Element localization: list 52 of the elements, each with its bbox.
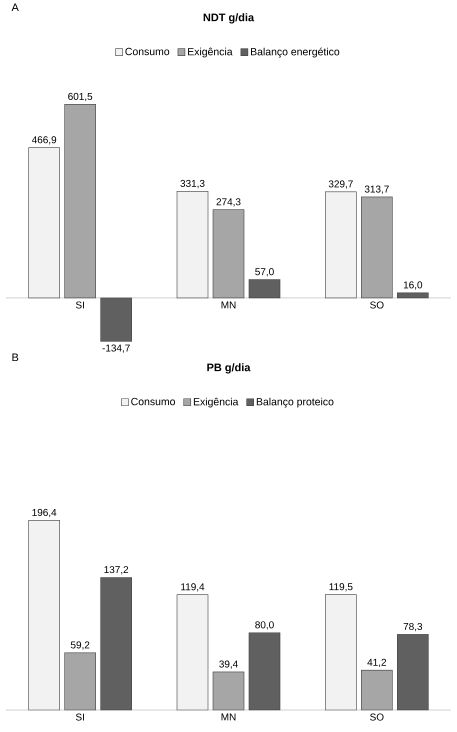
data-label: 78,3 <box>404 622 422 632</box>
chart-title: NDT g/dia <box>204 13 254 24</box>
bar <box>100 298 132 342</box>
legend-label: Consumo <box>125 48 170 56</box>
data-label: 313,7 <box>364 186 389 194</box>
legend-label: Balanço proteico <box>256 398 334 408</box>
data-label: 16,0 <box>404 281 422 290</box>
x-tick-label: SI <box>76 301 84 309</box>
bar <box>361 670 393 710</box>
legend-label: Exigência <box>188 48 233 58</box>
legend-label: Exigência <box>194 398 238 408</box>
bar <box>28 520 60 710</box>
bar <box>397 634 429 710</box>
data-label: 57,0 <box>255 268 274 276</box>
data-label: 119,5 <box>330 583 353 592</box>
data-label: 601,5 <box>68 92 92 102</box>
data-label: 137,2 <box>104 566 128 574</box>
data-label: 466,9 <box>32 136 56 144</box>
bar <box>248 279 280 298</box>
text: A <box>12 4 19 12</box>
bar <box>248 632 280 710</box>
x-tick-label: MN <box>222 301 236 308</box>
bar <box>176 191 208 298</box>
data-label: 119,4 <box>181 583 204 592</box>
bar <box>64 652 96 710</box>
data-label: -134,7 <box>102 344 130 353</box>
bar <box>325 192 357 298</box>
bar <box>100 577 132 710</box>
data-label: 329,7 <box>328 180 353 189</box>
x-tick-label: MN <box>222 714 236 720</box>
legend-label: Balanço energético <box>251 48 340 58</box>
x-tick-label: SO <box>370 301 384 309</box>
data-label: 196,4 <box>32 508 56 518</box>
data-label: 331,3 <box>180 180 205 188</box>
data-label: 274,3 <box>216 198 241 206</box>
text: B <box>12 354 18 362</box>
chart-title: PB g/dia <box>207 363 250 374</box>
bar <box>212 209 244 298</box>
data-label: 41,2 <box>367 658 386 668</box>
data-label: 80,0 <box>255 621 274 630</box>
bar <box>361 196 393 298</box>
bar <box>325 594 357 710</box>
data-label: 39,4 <box>219 660 238 669</box>
bar <box>64 104 96 298</box>
bar <box>397 292 429 298</box>
bar <box>212 672 244 710</box>
bar <box>176 594 208 710</box>
data-label: 59,2 <box>70 641 90 650</box>
legend-label: Consumo <box>131 398 176 406</box>
bar <box>28 147 60 298</box>
x-tick-label: SO <box>370 714 384 721</box>
x-tick-label: SI <box>76 714 84 721</box>
